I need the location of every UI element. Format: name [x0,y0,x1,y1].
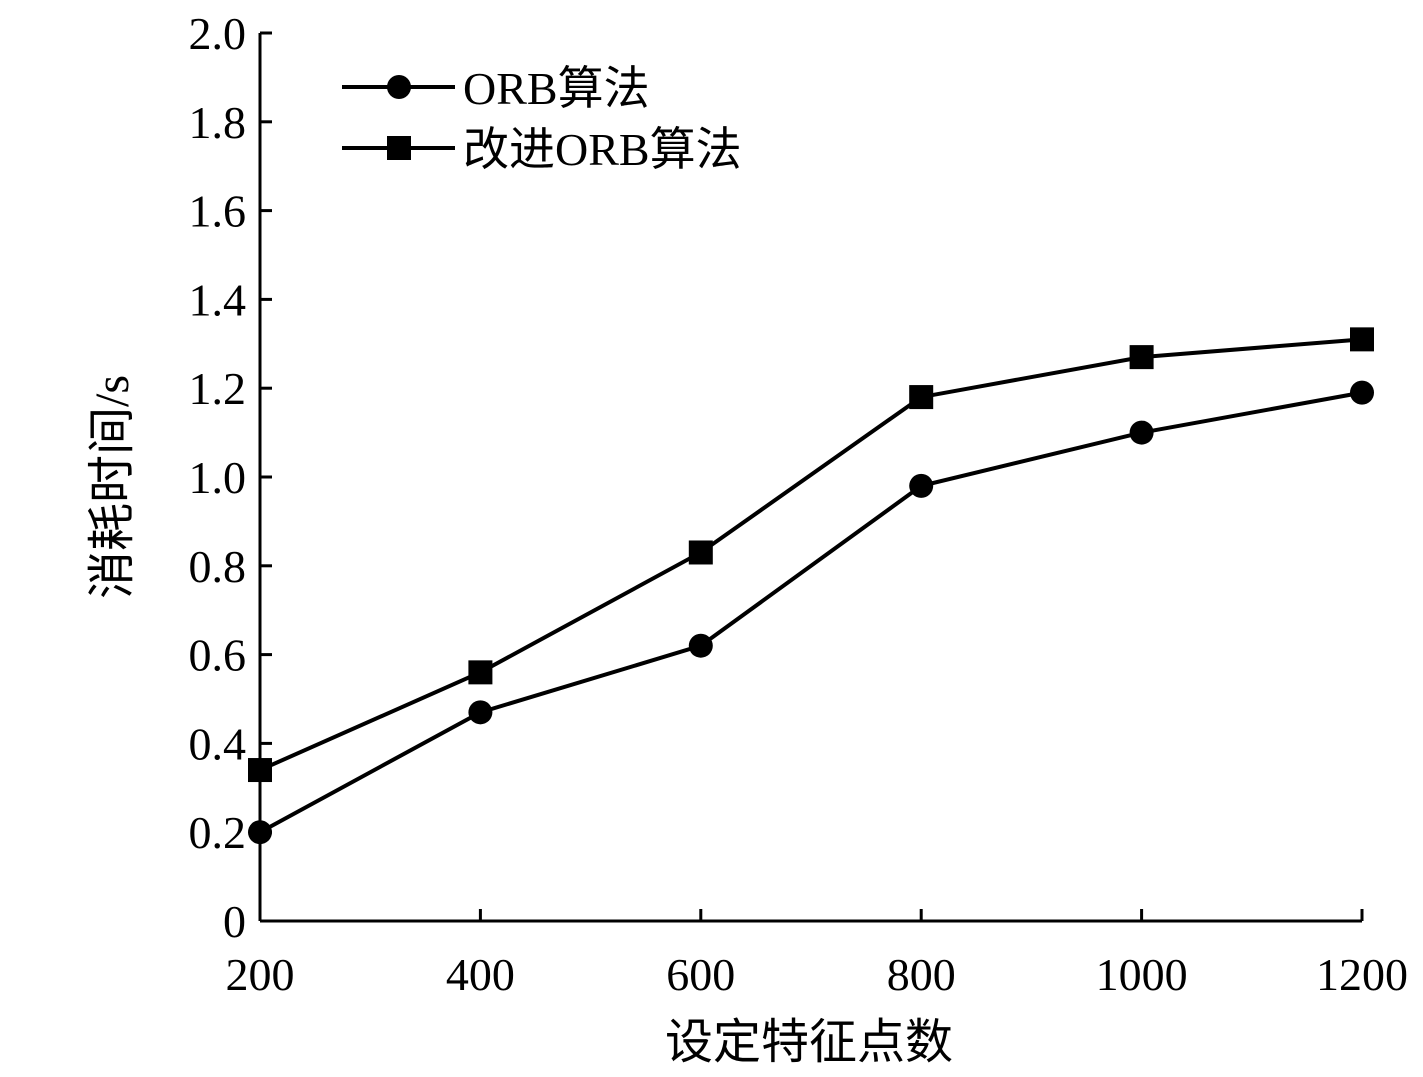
x-tick-label: 400 [446,949,515,1000]
data-point [1350,380,1374,405]
y-tick-label: 0.2 [189,807,247,858]
data-point [909,473,934,498]
legend-label: 改进ORB算法 [463,124,742,175]
x-tick-label: 800 [887,949,956,1000]
y-tick-label: 0.6 [189,630,247,681]
data-point [688,540,713,565]
series-line [259,390,1363,834]
y-ticks: 0 0.2 0.4 0.6 0.8 1.0 1.2 1.4 1.6 1.8 2.0 [189,8,272,947]
series-layer [248,327,1374,845]
legend-label: ORB算法 [463,63,650,114]
series-1 [248,380,1374,845]
data-point [248,820,272,845]
x-tick-label: 600 [666,949,735,1000]
legend-marker [387,75,411,99]
data-point [688,633,713,658]
legend-item-1: ORB算法 [342,63,650,114]
x-ticks: 200 400 600 800 1000 1200 [226,909,1408,1000]
data-point [909,385,934,410]
legend-marker [387,136,411,160]
x-axis-title: 设定特征点数 [665,1016,953,1069]
y-tick-label: 1.2 [189,363,247,414]
y-tick-label: 1.4 [189,274,247,325]
y-tick-label: 1.8 [189,97,247,148]
series-line [259,337,1363,772]
y-tick-label: 1.0 [189,452,247,503]
data-point [1129,345,1154,370]
data-point [1350,327,1374,352]
x-tick-label: 1200 [1316,949,1408,1000]
legend-item-2: 改进ORB算法 [342,124,742,175]
x-tick-label: 1000 [1096,949,1188,1000]
data-point [1129,420,1154,445]
series-2 [248,327,1374,783]
y-tick-label: 0.8 [189,541,247,592]
data-point [248,758,272,783]
y-tick-label: 2.0 [189,8,247,59]
y-tick-label: 1.6 [189,186,247,237]
y-tick-label: 0 [223,896,246,947]
data-point [468,700,493,725]
x-tick-label: 200 [226,949,295,1000]
y-tick-label: 0.4 [189,718,247,769]
y-axis-title: 消耗时间/s [86,375,139,599]
data-point [468,660,493,685]
